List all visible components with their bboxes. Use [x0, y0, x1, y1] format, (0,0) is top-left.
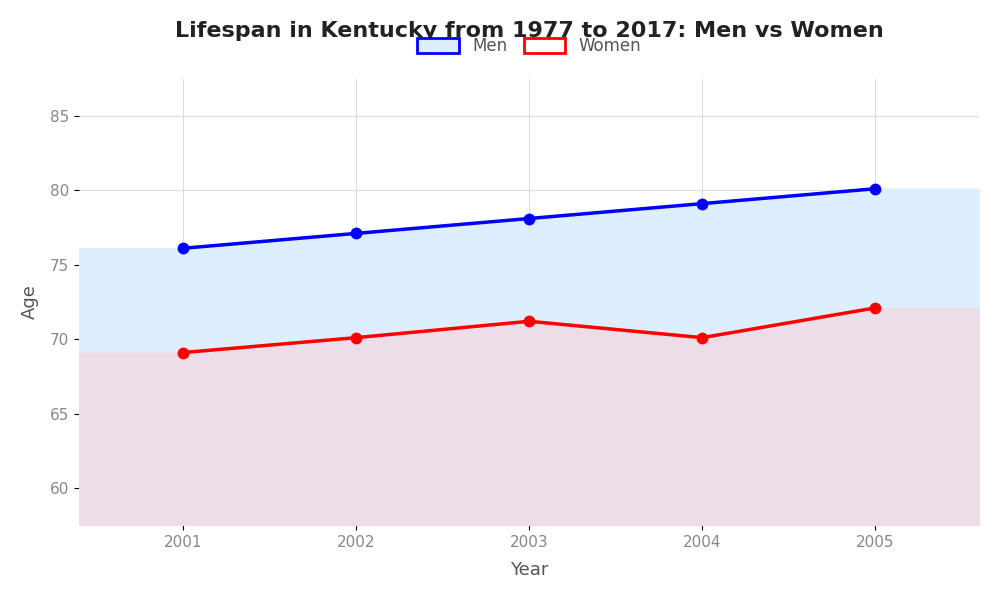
- X-axis label: Year: Year: [510, 561, 548, 579]
- Title: Lifespan in Kentucky from 1977 to 2017: Men vs Women: Lifespan in Kentucky from 1977 to 2017: …: [175, 21, 883, 41]
- Legend: Men, Women: Men, Women: [409, 29, 650, 64]
- Y-axis label: Age: Age: [21, 284, 39, 319]
